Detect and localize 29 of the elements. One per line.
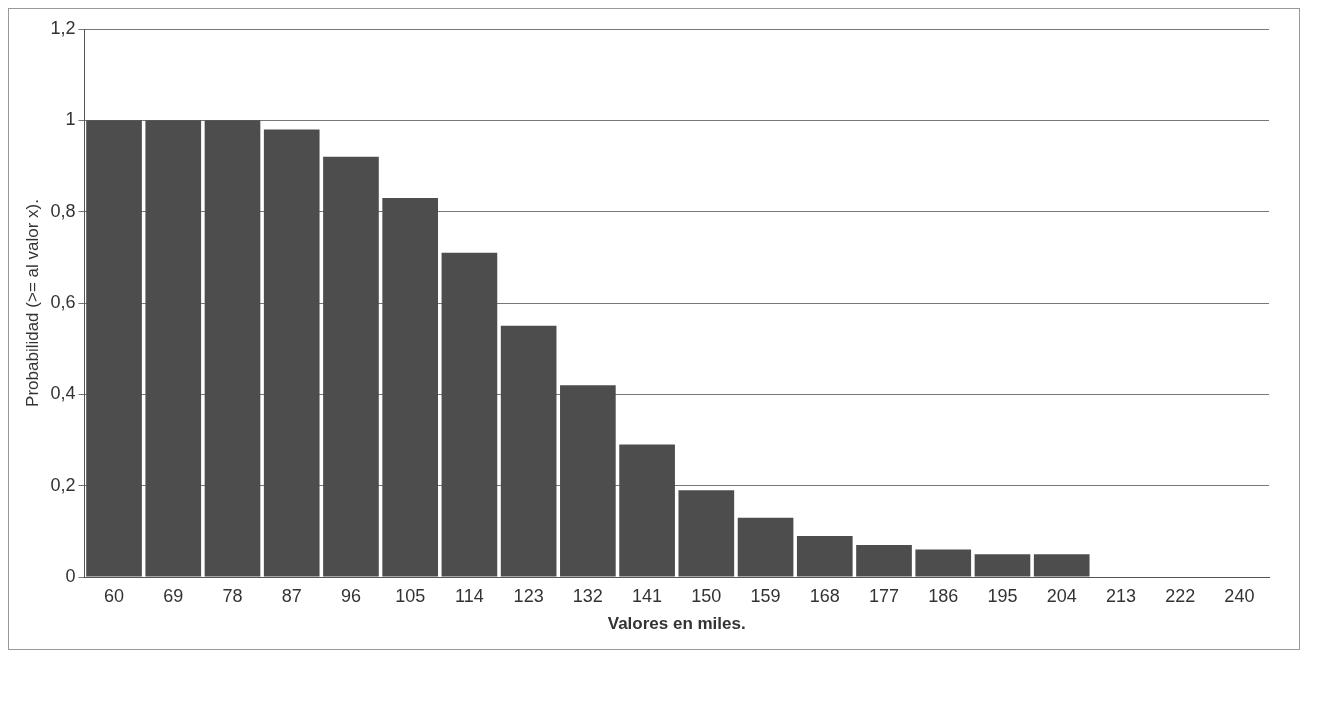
x-tick-label: 150 [691, 585, 722, 606]
x-tick-label: 159 [750, 585, 781, 606]
x-tick-label: 240 [1224, 585, 1255, 606]
y-tick-label: 1,2 [50, 17, 76, 38]
y-tick-label: 0 [65, 565, 76, 586]
x-tick-label: 141 [632, 585, 663, 606]
x-tick-label: 114 [455, 585, 484, 606]
y-tick-label: 0,2 [50, 474, 76, 495]
x-tick-label: 177 [868, 585, 900, 606]
x-tick-label: 204 [1046, 585, 1077, 606]
x-tick-label: 87 [281, 585, 302, 606]
x-tick-label: 195 [987, 585, 1018, 606]
x-tick-label: 60 [104, 585, 125, 606]
y-tick-label: 0,8 [50, 200, 76, 221]
x-tick-label: 213 [1105, 585, 1136, 606]
x-tick-label: 69 [163, 585, 184, 606]
x-tick-label: 132 [572, 585, 603, 606]
x-axis-title: Valores en miles. [607, 614, 746, 634]
x-tick-label: 105 [395, 585, 426, 606]
y-tick-label: 1 [65, 109, 76, 130]
x-tick-label: 96 [340, 585, 361, 606]
y-tick-label: 0,6 [50, 291, 76, 312]
y-tick-label: 0,4 [50, 383, 76, 404]
x-tick-label: 222 [1165, 585, 1196, 606]
x-tick-label: 186 [928, 585, 959, 606]
x-tick-label: 168 [809, 585, 840, 606]
y-axis-title: Probabilidad (>= al valor x). [22, 199, 42, 407]
x-tick-label: 78 [222, 585, 243, 606]
x-tick-label: 123 [513, 585, 544, 606]
